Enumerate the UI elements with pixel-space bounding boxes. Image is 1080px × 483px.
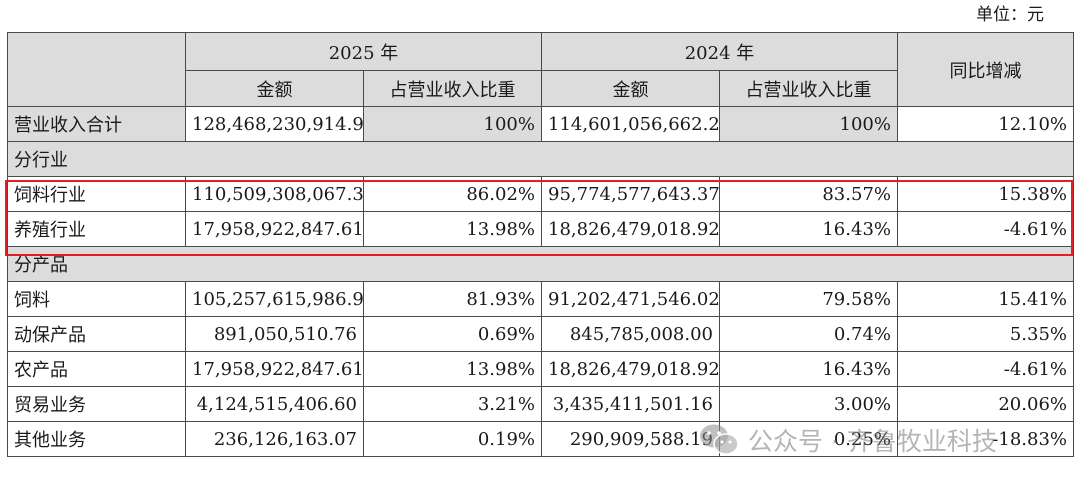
cell-amount-2024: 18,826,479,018.92	[541, 351, 720, 387]
table-row: 饲料行业 110,509,308,067.35 86.02% 95,774,57…	[7, 176, 1074, 212]
cell-amount-2024: 91,202,471,546.02	[541, 281, 720, 317]
cell-yoy: -18.83%	[897, 421, 1074, 457]
cell-amount-2024: 95,774,577,643.37	[541, 176, 720, 212]
table-row-total: 营业收入合计 128,468,230,914.96 100% 114,601,0…	[7, 106, 1074, 142]
header-corner	[7, 32, 186, 107]
table-row: 其他业务 236,126,163.07 0.19% 290,909,588.19…	[7, 421, 1074, 457]
cell-amount-2024: 114,601,056,662.29	[541, 106, 720, 142]
cell-amount-2024: 845,785,008.00	[541, 316, 720, 352]
header-year-2025: 2025 年	[185, 32, 542, 71]
header-row-columns: 金额 占营业收入比重 金额 占营业收入比重	[8, 70, 1074, 107]
cell-yoy: 15.38%	[897, 176, 1074, 212]
row-label: 营业收入合计	[7, 106, 186, 142]
cell-amount-2025: 128,468,230,914.96	[185, 106, 364, 142]
section-row-industry: 分行业	[7, 141, 1074, 177]
unit-label: 单位：元	[976, 5, 1044, 25]
header-share-2024: 占营业收入比重	[719, 70, 898, 107]
section-row-product: 分产品	[7, 246, 1074, 282]
header-amount-2025: 金额	[185, 70, 364, 107]
row-label: 其他业务	[7, 421, 186, 457]
header-share-2025: 占营业收入比重	[363, 70, 542, 107]
cell-amount-2024: 3,435,411,501.16	[541, 386, 720, 422]
watermark-text: 公众号 · 齐鲁牧业科技	[748, 427, 997, 456]
watermark: 公众号 · 齐鲁牧业科技	[698, 420, 997, 460]
cell-yoy: 15.41%	[897, 281, 1074, 317]
cell-yoy: -4.61%	[897, 211, 1074, 247]
table-row: 动保产品 891,050,510.76 0.69% 845,785,008.00…	[7, 316, 1074, 352]
cell-yoy: 12.10%	[897, 106, 1074, 142]
row-label: 动保产品	[7, 316, 186, 352]
cell-share-2025: 3.21%	[363, 386, 542, 422]
revenue-table: 2025 年 2024 年 同比增减 金额 占营业收入比重 金额 占营业收入比重…	[7, 32, 1074, 457]
cell-share-2025: 0.19%	[363, 421, 542, 457]
cell-share-2024: 0.74%	[719, 316, 898, 352]
cell-yoy: 5.35%	[897, 316, 1074, 352]
cell-amount-2025: 4,124,515,406.60	[185, 386, 364, 422]
cell-share-2025: 100%	[363, 106, 542, 142]
cell-share-2024: 16.43%	[719, 351, 898, 387]
cell-amount-2025: 17,958,922,847.61	[185, 211, 364, 247]
header-year-2024: 2024 年	[541, 32, 898, 71]
cell-amount-2025: 891,050,510.76	[185, 316, 364, 352]
table-row: 养殖行业 17,958,922,847.61 13.98% 18,826,479…	[7, 211, 1074, 247]
table-row: 贸易业务 4,124,515,406.60 3.21% 3,435,411,50…	[7, 386, 1074, 422]
cell-amount-2025: 105,257,615,986.92	[185, 281, 364, 317]
cell-amount-2025: 110,509,308,067.35	[185, 176, 364, 212]
section-label: 分产品	[7, 246, 1074, 282]
cell-share-2025: 13.98%	[363, 211, 542, 247]
cell-share-2024: 100%	[719, 106, 898, 142]
cell-share-2024: 83.57%	[719, 176, 898, 212]
header-amount-2024: 金额	[541, 70, 720, 107]
wechat-icon	[700, 424, 739, 455]
cell-amount-2024: 18,826,479,018.92	[541, 211, 720, 247]
cell-amount-2025: 236,126,163.07	[185, 421, 364, 457]
table-row: 农产品 17,958,922,847.61 13.98% 18,826,479,…	[7, 351, 1074, 387]
row-label: 贸易业务	[7, 386, 186, 422]
cell-amount-2025: 17,958,922,847.61	[185, 351, 364, 387]
cell-yoy: -4.61%	[897, 351, 1074, 387]
cell-share-2025: 0.69%	[363, 316, 542, 352]
row-label: 养殖行业	[7, 211, 186, 247]
cell-share-2025: 86.02%	[363, 176, 542, 212]
cell-share-2024: 16.43%	[719, 211, 898, 247]
cell-yoy: 20.06%	[897, 386, 1074, 422]
cell-share-2024: 3.00%	[719, 386, 898, 422]
cell-share-2024: 0.25%	[719, 421, 898, 457]
cell-share-2024: 79.58%	[719, 281, 898, 317]
section-label: 分行业	[7, 141, 1074, 177]
table-row: 饲料 105,257,615,986.92 81.93% 91,202,471,…	[7, 281, 1074, 317]
header-yoy: 同比增减	[897, 32, 1074, 107]
row-label: 农产品	[7, 351, 186, 387]
row-label: 饲料	[7, 281, 186, 317]
row-label: 饲料行业	[7, 176, 186, 212]
cell-amount-2024: 290,909,588.19	[541, 421, 720, 457]
cell-share-2025: 81.93%	[363, 281, 542, 317]
header-row-years: 2025 年 2024 年 同比增减	[7, 32, 1074, 107]
cell-share-2025: 13.98%	[363, 351, 542, 387]
